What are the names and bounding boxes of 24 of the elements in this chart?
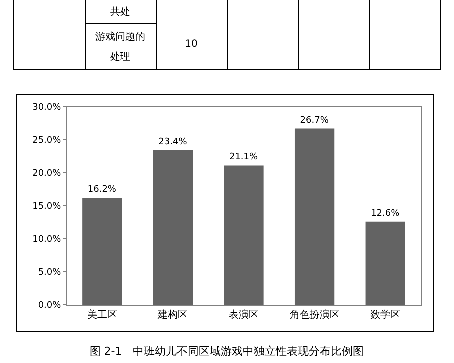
bar	[366, 222, 406, 305]
x-tick-label: 角色扮演区	[290, 309, 340, 321]
x-tick-label: 美工区	[87, 309, 118, 321]
x-tick-label: 数学区	[370, 309, 401, 321]
data-label: 16.2%	[88, 185, 117, 196]
bar	[82, 198, 122, 305]
y-tick-label: 30.0%	[32, 103, 62, 114]
data-label: 26.7%	[300, 116, 330, 126]
data-label: 12.6%	[371, 208, 400, 219]
y-tick-label: 5.0%	[38, 268, 62, 278]
table-fragment: 共处 游戏问题的处理 10	[13, 0, 441, 70]
x-tick-label: 建构区	[157, 309, 188, 321]
y-tick-label: 25.0%	[32, 136, 62, 146]
y-tick-label: 20.0%	[32, 169, 62, 180]
x-tick-label: 表演区	[229, 309, 259, 321]
y-tick-label: 0.0%	[38, 301, 62, 312]
y-tick-label: 10.0%	[32, 235, 62, 246]
bar	[153, 150, 194, 305]
data-label: 23.4%	[158, 138, 188, 148]
data-label: 21.1%	[229, 152, 259, 163]
y-tick-label: 15.0%	[32, 202, 62, 212]
caption: 图 2-1 中班幼儿不同区域游戏中独立性表现分布比例图	[88, 344, 366, 359]
bar	[224, 166, 264, 305]
bar	[294, 128, 335, 305]
